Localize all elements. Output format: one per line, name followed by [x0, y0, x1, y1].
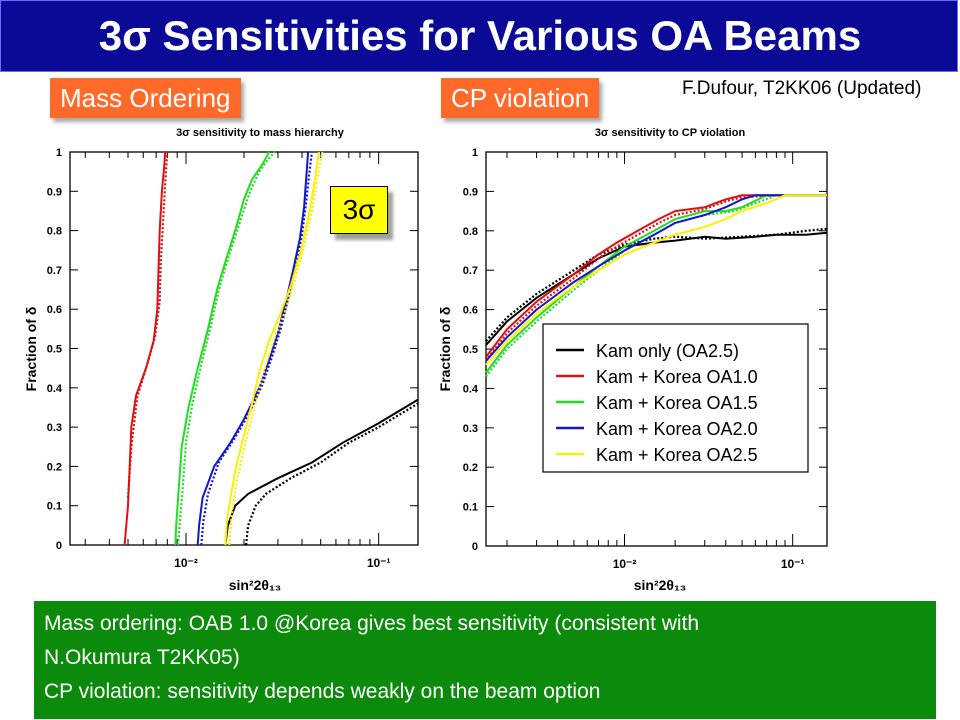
- charts-canvas: 3σ sensitivity to mass hierarchy 0 0.1 0.2…: [23, 127, 828, 593]
- x-axis-label: sin²2θ₁₃: [634, 577, 687, 593]
- legend-box: [542, 323, 809, 473]
- y-tick-label: 0.9: [463, 186, 478, 198]
- y-axis-label: Fraction of δ: [23, 307, 39, 392]
- series-group: [485, 194, 828, 378]
- summary-box: Mass ordering: OAB 1.0 @Korea gives best…: [34, 601, 936, 719]
- y-tick-label: 0.1: [47, 501, 62, 513]
- series-line: [174, 151, 270, 546]
- legend-label: Kam + Korea OA1.5: [596, 393, 758, 413]
- legend-entries: Kam only (OA2.5) Kam + Korea OA1.0 Kam + K…: [556, 341, 758, 465]
- y-tick-label: 1: [56, 147, 62, 159]
- x-tick-label: 10⁻²: [613, 557, 637, 571]
- x-tick-label: 10⁻¹: [367, 556, 391, 570]
- y-tick-label: 0.2: [47, 461, 62, 473]
- series-line: [485, 194, 827, 366]
- y-tick-label: 0.9: [47, 186, 62, 198]
- y-tick-label: 0.5: [463, 344, 478, 356]
- cp-violation-chart: 3σ sensitivity to CP violation 0 0.1 0.2 0.…: [437, 127, 828, 593]
- x-tick-label: 10⁻¹: [781, 557, 805, 571]
- y-tick-label: 0.1: [463, 502, 478, 514]
- y-tick-label: 0.6: [463, 305, 478, 317]
- mass-hierarchy-chart: 3σ sensitivity to mass hierarchy 0 0.1 0.2…: [23, 127, 419, 593]
- summary-line-1: Mass ordering: OAB 1.0 @Korea gives best…: [44, 612, 700, 635]
- x-axis-label: sin²2θ₁₃: [229, 577, 282, 593]
- y-tick-label: 0.7: [47, 265, 62, 277]
- y-tick-label: 0.8: [47, 226, 62, 238]
- series-line: [224, 151, 320, 546]
- y-tick-label: 0.3: [47, 422, 62, 434]
- series-line: [485, 227, 828, 342]
- y-tick-label: 0.2: [463, 462, 478, 474]
- x-tick-label: 10⁻²: [174, 556, 198, 570]
- credit-text: F.Dufour, T2KK06 (Updated): [682, 78, 922, 99]
- three-sigma-callout: 3σ: [330, 186, 388, 234]
- y-tick-label: 0.4: [463, 383, 479, 395]
- series-line: [485, 194, 827, 374]
- slide-title: 3σ Sensitivities for Various OA Beams: [98, 12, 862, 59]
- legend: Kam only (OA2.5) Kam + Korea OA1.0 Kam + K…: [542, 323, 809, 473]
- y-axis: 0 0.1 0.2 0.3 0.4 0.5 0.6 0.7 0.8 0.9 1: [463, 147, 827, 553]
- mass-ordering-tag: Mass Ordering: [50, 78, 241, 118]
- series-line: [200, 151, 313, 546]
- series-line: [245, 402, 419, 546]
- legend-label: Kam only (OA2.5): [596, 341, 739, 361]
- legend-label: Kam + Korea OA2.0: [596, 419, 758, 439]
- title-bar: [0, 0, 958, 72]
- chart-title: 3σ sensitivity to mass hierarchy: [176, 127, 345, 139]
- series-line: [485, 194, 827, 358]
- series-line: [485, 194, 827, 362]
- series-line: [177, 151, 276, 546]
- series-group: [123, 151, 419, 546]
- y-tick-label: 1: [472, 147, 478, 159]
- x-axis: 10⁻² 10⁻¹: [506, 152, 805, 571]
- y-axis-label: Fraction of δ: [437, 307, 453, 392]
- legend-label: Kam + Korea OA1.0: [596, 367, 758, 387]
- y-tick-label: 0.5: [47, 344, 62, 356]
- y-tick-label: 0.3: [463, 423, 478, 435]
- x-axis: 10⁻² 10⁻¹: [84, 152, 391, 570]
- y-tick-label: 0.6: [47, 304, 62, 316]
- series-line: [224, 398, 419, 546]
- y-axis: 0 0.1 0.2 0.3 0.4 0.5 0.6 0.7 0.8 0.9 1: [47, 147, 418, 552]
- y-tick-label: 0.8: [463, 226, 478, 238]
- summary-line-3: CP violation: sensitivity depends weakly…: [44, 680, 601, 703]
- y-tick-label: 0: [56, 540, 62, 552]
- series-line: [126, 151, 169, 498]
- series-line: [485, 231, 828, 346]
- chart-title: 3σ sensitivity to CP violation: [595, 127, 746, 139]
- summary-line-2: N.Okumura T2KK05): [44, 646, 240, 669]
- y-tick-label: 0.7: [463, 265, 478, 277]
- series-line: [228, 151, 324, 546]
- y-tick-label: 0: [472, 541, 478, 553]
- y-tick-label: 0.4: [47, 383, 63, 395]
- cp-violation-tag: CP violation: [441, 78, 600, 118]
- series-line: [196, 151, 310, 546]
- series-line: [123, 151, 167, 546]
- legend-label: Kam + Korea OA2.5: [596, 445, 758, 465]
